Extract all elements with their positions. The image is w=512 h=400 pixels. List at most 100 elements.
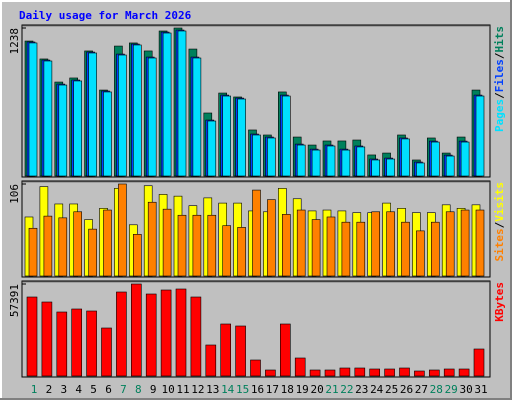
- x-tick-label: 20: [310, 383, 323, 396]
- x-tick-label: 16: [251, 383, 264, 396]
- bar: [26, 296, 38, 377]
- bar: [458, 368, 470, 377]
- bar: [281, 95, 291, 177]
- bar: [369, 368, 381, 377]
- bar: [162, 32, 172, 177]
- bar: [311, 219, 321, 277]
- x-tick-label: 7: [120, 383, 127, 396]
- x-tick-label: 31: [474, 383, 487, 396]
- bar: [220, 323, 231, 377]
- x-tick-label: 23: [355, 383, 368, 396]
- bar: [460, 141, 470, 177]
- bar: [71, 308, 82, 377]
- bar: [445, 211, 455, 277]
- x-tick-label: 26: [400, 383, 413, 396]
- bar: [473, 348, 485, 377]
- bar: [160, 289, 172, 377]
- bar: [222, 225, 231, 277]
- chart-title: Daily usage for March 2026: [19, 9, 192, 22]
- x-tick-label: 4: [75, 383, 82, 396]
- x-tick-label: 18: [281, 383, 294, 396]
- bar: [103, 91, 112, 177]
- bar: [175, 288, 187, 377]
- bar: [222, 95, 231, 177]
- bar: [341, 221, 351, 277]
- bar: [296, 144, 306, 177]
- bar: [252, 189, 261, 277]
- bar: [145, 293, 157, 377]
- bar: [281, 214, 291, 277]
- bar: [73, 80, 82, 177]
- bar: [252, 134, 261, 177]
- bar: [43, 215, 53, 277]
- bar: [118, 183, 127, 277]
- legend-entry: KBytes: [493, 282, 506, 322]
- bar: [41, 301, 53, 377]
- x-tick-label: 10: [161, 383, 174, 396]
- bar: [428, 369, 440, 377]
- bar: [401, 221, 410, 277]
- x-tick-label: 22: [340, 383, 353, 396]
- bar: [341, 149, 351, 177]
- legend-separator: /: [493, 52, 506, 59]
- x-tick-label: 28: [430, 383, 443, 396]
- x-tick-label: 14: [221, 383, 235, 396]
- x-tick-label: 15: [236, 383, 249, 396]
- y-tick-label: 57391: [8, 284, 21, 317]
- bar: [86, 310, 97, 377]
- bar: [118, 54, 127, 177]
- bar: [207, 214, 217, 277]
- bar: [445, 155, 455, 177]
- x-tick-label: 24: [370, 383, 384, 396]
- x-tick-label: 5: [90, 383, 97, 396]
- bar: [88, 228, 97, 277]
- x-tick-label: 21: [325, 383, 338, 396]
- bar: [265, 369, 276, 377]
- bar: [131, 283, 142, 377]
- x-tick-label: 8: [135, 383, 142, 396]
- bar: [237, 227, 246, 277]
- bar: [192, 214, 202, 277]
- bar: [386, 158, 395, 177]
- y-tick-label: 106: [8, 184, 21, 204]
- legend-entry: Visits: [493, 182, 506, 222]
- x-tick-label: 25: [385, 383, 398, 396]
- bar: [267, 137, 276, 177]
- bar: [237, 98, 246, 177]
- bar: [356, 221, 366, 277]
- x-tick-label: 12: [191, 383, 204, 396]
- legend-separator: /: [493, 92, 506, 99]
- bar: [147, 201, 157, 277]
- x-tick-label: 13: [206, 383, 219, 396]
- bar: [324, 369, 336, 377]
- bar: [371, 211, 381, 277]
- x-tick-label: 30: [459, 383, 472, 396]
- bar: [386, 211, 395, 277]
- legend: KBytes: [493, 282, 506, 322]
- x-tick-label: 9: [150, 383, 157, 396]
- bar: [384, 368, 395, 377]
- bar: [414, 370, 425, 377]
- legend: Sites/Visits: [493, 182, 506, 262]
- bar: [401, 138, 410, 177]
- bar: [416, 230, 425, 277]
- bar: [309, 369, 321, 377]
- bar: [162, 208, 172, 277]
- bar: [116, 291, 127, 377]
- bar: [250, 359, 261, 377]
- bar: [177, 30, 187, 177]
- bar: [399, 367, 410, 377]
- bar: [58, 84, 68, 177]
- bar: [235, 325, 246, 377]
- bar: [147, 57, 157, 177]
- bar: [133, 234, 142, 277]
- bar: [371, 159, 381, 177]
- bar: [28, 227, 38, 277]
- x-tick-label: 1: [31, 383, 38, 396]
- bar: [326, 145, 336, 177]
- bar: [296, 209, 306, 277]
- y-tick-label: 1238: [8, 28, 21, 55]
- bar: [56, 311, 68, 377]
- x-tick-label: 17: [266, 383, 279, 396]
